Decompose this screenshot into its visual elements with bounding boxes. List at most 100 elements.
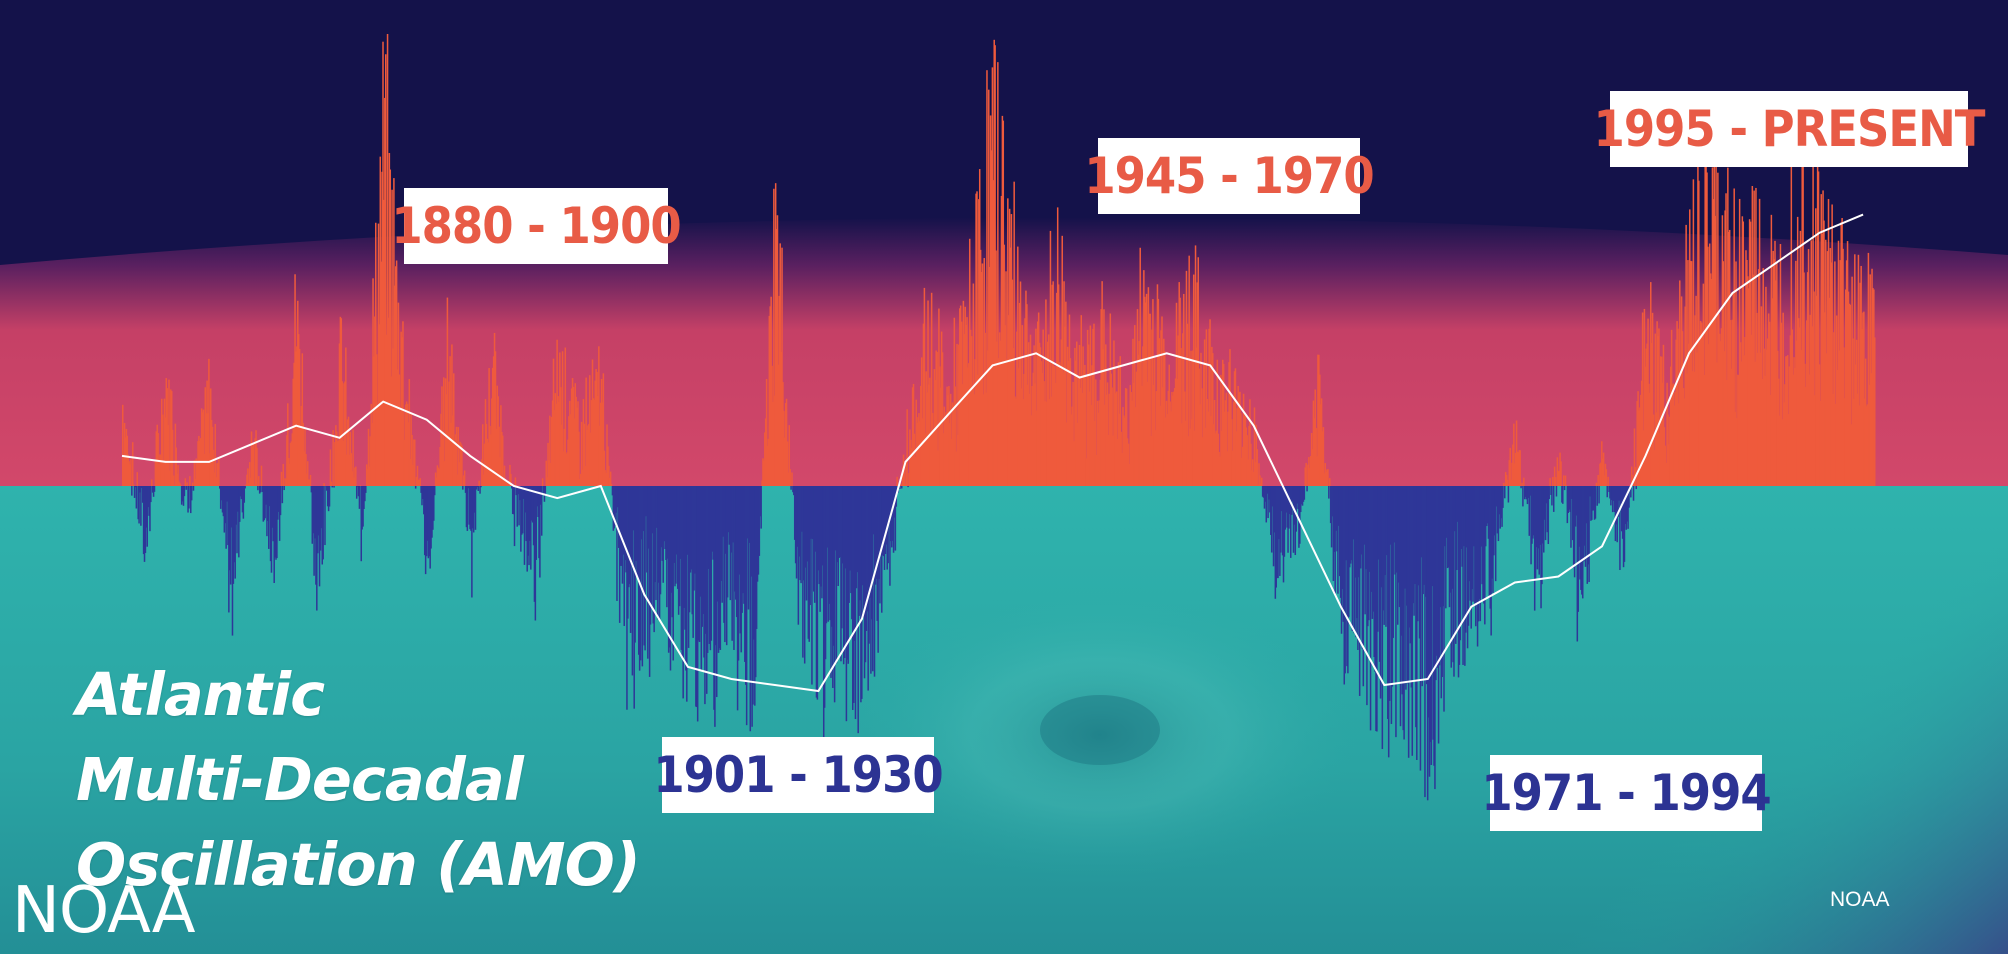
- amo-bar: [965, 325, 967, 486]
- amo-bar: [197, 441, 199, 486]
- amo-bar: [1799, 230, 1802, 486]
- amo-bar: [830, 486, 832, 678]
- amo-bar: [1513, 463, 1516, 486]
- amo-bar: [1458, 486, 1461, 665]
- amo-bar: [302, 422, 304, 486]
- amo-bar: [305, 454, 307, 486]
- amo-bar: [1804, 363, 1806, 486]
- amo-bar: [355, 466, 357, 486]
- amo-bar: [1117, 362, 1120, 486]
- amo-bar: [1225, 392, 1228, 486]
- amo-bar: [1053, 365, 1055, 486]
- amo-bar: [553, 410, 556, 486]
- amo-bar: [1283, 486, 1286, 557]
- amo-bar: [415, 476, 418, 486]
- amo-bar: [1676, 321, 1678, 486]
- amo-bar: [1661, 382, 1664, 486]
- amo-bar: [200, 408, 203, 486]
- amo-bar: [1874, 337, 1876, 486]
- amo-bar: [856, 486, 859, 573]
- amo-bar: [1821, 233, 1823, 486]
- amo-bar: [823, 486, 826, 708]
- amo-bar: [387, 317, 390, 486]
- amo-bar: [1700, 322, 1703, 486]
- amo-bar: [1155, 391, 1158, 486]
- amo-bar: [1657, 336, 1659, 486]
- amo-bar: [216, 463, 218, 486]
- amo-bar: [1527, 486, 1530, 498]
- amo-bar: [892, 486, 895, 553]
- amo-bar: [326, 486, 328, 491]
- amo-bar: [443, 377, 445, 486]
- amo-bar: [559, 352, 561, 486]
- amo-bar: [1492, 486, 1494, 593]
- amo-bar: [536, 486, 538, 507]
- amo-bar: [1014, 396, 1016, 486]
- amo-bar: [347, 416, 350, 486]
- amo-bar: [979, 249, 982, 486]
- amo-bar: [269, 486, 272, 562]
- amo-bar: [291, 433, 294, 486]
- amo-bar: [1415, 486, 1417, 728]
- amo-bar: [931, 413, 934, 486]
- amo-bar: [1552, 486, 1555, 512]
- amo-bar: [300, 405, 303, 486]
- amo-bar: [1045, 299, 1047, 486]
- amo-bar: [1784, 384, 1786, 486]
- amo-bar: [810, 486, 812, 539]
- amo-bar: [283, 486, 285, 491]
- amo-bar: [638, 486, 641, 671]
- amo-bar: [1144, 302, 1147, 486]
- amo-bar: [1175, 302, 1178, 486]
- amo-bar: [1405, 486, 1407, 690]
- amo-bar: [861, 486, 863, 699]
- amo-bar: [903, 467, 906, 486]
- amo-bar: [1728, 229, 1731, 486]
- amo-bar: [579, 478, 581, 486]
- amo-bar: [1205, 329, 1208, 486]
- amo-bar: [1237, 385, 1239, 486]
- amo-bar: [944, 416, 947, 486]
- amo-bar: [1424, 486, 1426, 798]
- amo-bar: [729, 486, 732, 601]
- amo-bar: [1034, 383, 1036, 486]
- amo-bar: [568, 416, 570, 486]
- amo-bar: [202, 409, 205, 486]
- amo-bar: [248, 483, 250, 486]
- amo-bar: [1786, 355, 1789, 486]
- amo-bar: [617, 486, 619, 508]
- amo-bar: [272, 486, 275, 542]
- amo-bar: [426, 486, 429, 541]
- amo-bar: [694, 486, 696, 574]
- amo-bar: [478, 480, 480, 486]
- amo-bar: [432, 486, 434, 530]
- amo-bar: [743, 486, 745, 604]
- amo-bar: [1072, 381, 1074, 486]
- amo-bar: [760, 486, 762, 529]
- amo-bar: [306, 473, 308, 486]
- amo-bar: [1489, 486, 1492, 609]
- amo-bar: [1086, 329, 1089, 486]
- amo-bar: [1025, 290, 1027, 486]
- amo-bar: [647, 486, 650, 549]
- amo-bar: [295, 351, 297, 486]
- amo-bar: [374, 316, 376, 486]
- amo-bar: [334, 442, 336, 486]
- amo-bar: [1046, 401, 1048, 486]
- amo-bar: [1849, 304, 1852, 486]
- amo-bar: [765, 378, 768, 486]
- amo-bar: [512, 486, 515, 515]
- amo-bar: [1406, 486, 1409, 684]
- amo-bar: [1503, 482, 1505, 486]
- amo-bar: [1043, 381, 1045, 486]
- amo-bar: [1058, 362, 1061, 486]
- amo-bar: [332, 430, 334, 486]
- amo-bar: [418, 479, 421, 486]
- amo-bar: [1482, 486, 1484, 601]
- amo-bar: [1605, 469, 1608, 486]
- amo-bar: [131, 486, 133, 496]
- amo-bar: [727, 486, 730, 533]
- amo-bar: [1838, 350, 1841, 486]
- amo-bar: [375, 354, 378, 486]
- amo-bar: [1367, 486, 1369, 627]
